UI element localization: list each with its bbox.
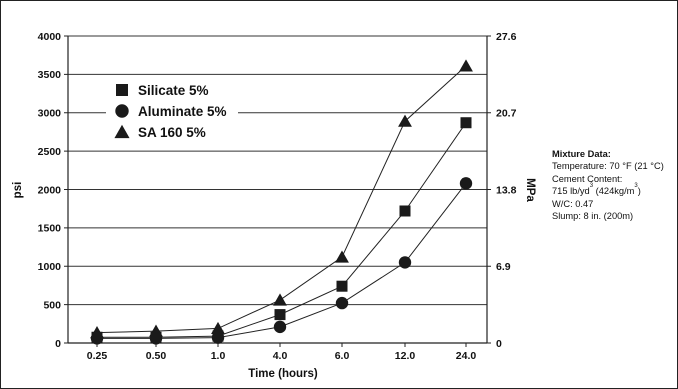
- mixture-wc: W/C: 0.47: [552, 198, 594, 209]
- y-tick-label: 3000: [38, 108, 62, 120]
- y-tick-label: 0: [55, 338, 61, 350]
- data-point: [459, 177, 473, 190]
- y-tick-label: 2500: [38, 146, 62, 158]
- y-tick-label: 3500: [38, 69, 62, 81]
- x-axis-label: Time (hours): [248, 368, 318, 380]
- mixture-title: Mixture Data:: [552, 149, 611, 159]
- data-point: [335, 250, 349, 263]
- y-axis-label-right: MPa: [524, 178, 536, 202]
- y-right-tick-label: 27.6: [496, 31, 517, 43]
- x-tick-label: 1.0: [211, 350, 226, 362]
- data-point: [274, 309, 286, 321]
- axes: 0 500 1000 1500 2000 2500 3000 3500 4000 0 6.9 13.8…: [38, 31, 517, 362]
- data-point: [211, 321, 225, 335]
- data-point: [459, 59, 473, 72]
- data-point: [149, 324, 163, 337]
- y-tick-label: 2000: [38, 184, 62, 196]
- data-point: [399, 205, 411, 217]
- data-point: [460, 117, 472, 129]
- cement-sup-2: 3: [634, 183, 638, 190]
- data-point: [335, 296, 349, 310]
- data-point: [90, 326, 104, 339]
- mixture-cement-label: Cement Content:: [552, 173, 623, 184]
- data-point: [336, 280, 348, 292]
- legend-label: SA 160 5%: [138, 125, 206, 140]
- data-point: [273, 320, 287, 334]
- cement-part-a: 715 lb/yd: [552, 186, 590, 197]
- x-tick-label: 6.0: [335, 350, 350, 362]
- legend-marker: [116, 84, 128, 96]
- cement-sup-1: 3: [589, 183, 594, 190]
- legend-label: Silicate 5%: [138, 83, 209, 98]
- data-point: [398, 256, 412, 269]
- x-tick-label: 4.0: [273, 350, 288, 362]
- x-tick-label: 24.0: [456, 350, 477, 362]
- legend-label: Aluminate 5%: [138, 104, 227, 119]
- cement-part-c: (424kg/m: [593, 186, 635, 197]
- mixture-slump: Slump: 8 in. (200m): [552, 211, 634, 222]
- y-tick-label: 1000: [38, 261, 62, 273]
- y-tick-label: 1500: [38, 223, 62, 235]
- y-axis-label-left: psi: [12, 182, 24, 199]
- data-point: [273, 293, 287, 306]
- x-tick-label: 12.0: [395, 350, 416, 362]
- cement-part-e: ): [637, 186, 641, 197]
- data-point: [398, 114, 412, 127]
- y-tick-label: 4000: [38, 31, 62, 43]
- y-right-tick-label: 20.7: [496, 108, 517, 120]
- y-right-tick-label: 0: [496, 338, 502, 350]
- legend: Silicate 5% Aluminate 5% SA 160 5%: [106, 78, 238, 144]
- y-right-tick-label: 13.8: [496, 184, 517, 196]
- x-tick-label: 0.50: [146, 350, 167, 362]
- y-tick-label: 500: [43, 299, 61, 311]
- data-point: [211, 331, 225, 344]
- series: [90, 59, 473, 345]
- mixture-temperature: Temperature: 70 °F (21 °C): [552, 161, 664, 172]
- legend-marker: [115, 104, 129, 118]
- mixture-cement-value: 715 lb/yd3 (424kg/m3): [552, 183, 676, 197]
- x-tick-label: 0.25: [87, 350, 108, 362]
- mixture-data-note: Mixture Data: Temperature: 70 °F (21 °C)…: [552, 148, 676, 222]
- y-right-tick-label: 6.9: [496, 261, 511, 273]
- legend-marker: [114, 124, 130, 139]
